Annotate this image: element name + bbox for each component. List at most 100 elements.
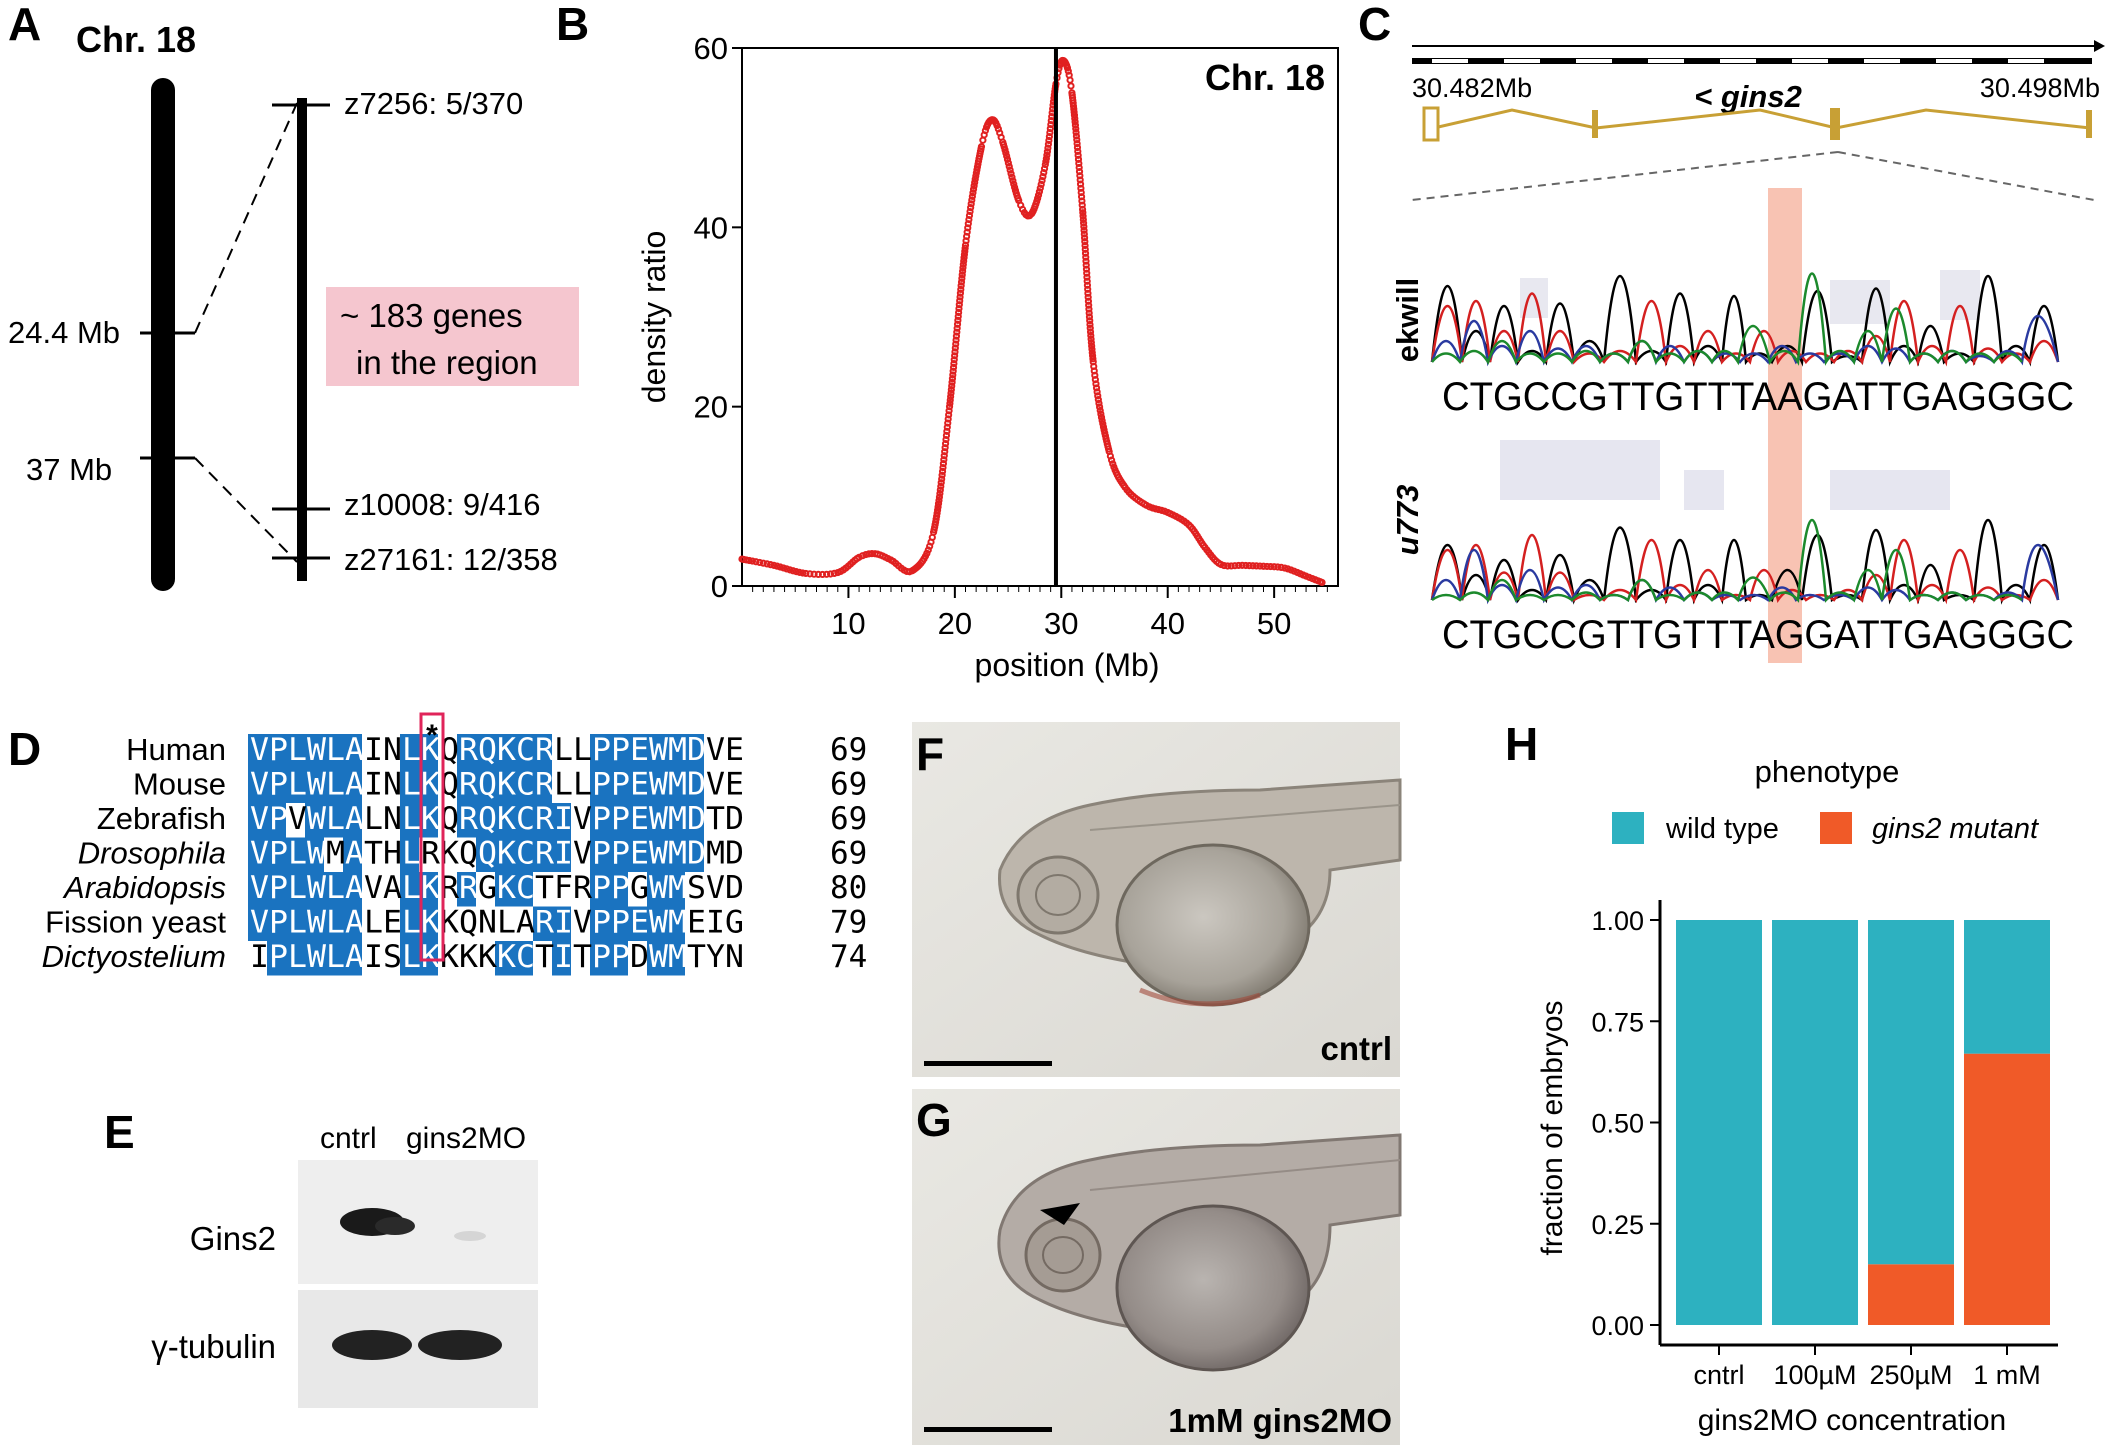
scale-bar-f	[924, 1061, 1052, 1066]
protein-sequence: VPVWLALNLKQRQKCRIVPPEWMDTD	[250, 801, 744, 837]
conserved-residue	[533, 906, 552, 941]
data-point	[1009, 177, 1017, 185]
embryo-g	[997, 1133, 1402, 1372]
species-label: Human	[126, 732, 226, 767]
x-tick-label-b: 20	[938, 606, 972, 641]
conserved-residue	[590, 872, 609, 907]
data-point	[959, 264, 967, 272]
protein-sequence: VPLWLALELKKQNLARIVPPEWMEIG	[250, 905, 744, 941]
x-tick-label-h: 100µM	[1773, 1360, 1856, 1390]
conserved-residue	[267, 734, 286, 769]
data-point	[806, 570, 814, 578]
band-tubulin-mo	[418, 1330, 502, 1360]
conserved-residue	[514, 734, 533, 769]
data-point	[1085, 301, 1093, 309]
data-point	[1084, 285, 1092, 293]
conserved-residue	[495, 803, 514, 838]
data-point	[1034, 191, 1043, 199]
data-point	[969, 189, 977, 197]
data-point	[1072, 125, 1080, 133]
x-axis-ticks-h: cntrl 100µM 250µM 1 mM	[1693, 1345, 2041, 1390]
conserved-residue	[495, 941, 514, 976]
conserved-residue	[305, 837, 324, 872]
genes-highlight-box	[326, 287, 579, 386]
data-point	[971, 178, 979, 187]
zoom-line-bottom	[194, 457, 298, 563]
data-point	[1084, 293, 1092, 301]
data-point	[968, 192, 976, 200]
data-point	[938, 475, 946, 483]
conserved-residue	[286, 906, 305, 941]
data-point	[949, 371, 957, 379]
conserved-residue	[457, 768, 476, 803]
conserved-residue	[305, 768, 324, 803]
data-point	[1085, 305, 1093, 313]
conserved-residue	[324, 941, 343, 976]
conserved-residue	[590, 803, 609, 838]
data-point	[1035, 188, 1044, 196]
data-point	[1036, 184, 1044, 192]
conserved-residue	[343, 837, 362, 872]
x-axis-label-b: position (Mb)	[975, 647, 1160, 683]
data-point	[1086, 320, 1094, 329]
data-point	[1003, 152, 1011, 160]
data-point	[945, 407, 953, 415]
data-point	[942, 431, 951, 440]
marker-z27161: z27161: 12/358	[344, 542, 558, 577]
conserved-residue	[305, 734, 324, 769]
data-point	[1084, 289, 1092, 297]
data-point	[1070, 108, 1078, 116]
conserved-residue	[666, 734, 685, 769]
conserved-residue	[647, 768, 666, 803]
mutation-star: *	[426, 719, 438, 752]
conserved-residue	[476, 837, 495, 872]
data-point	[1086, 324, 1094, 332]
data-point	[1074, 155, 1083, 163]
data-point	[1072, 128, 1080, 136]
data-point	[954, 312, 962, 321]
species-label: Arabidopsis	[62, 870, 226, 905]
residue-number: 74	[830, 939, 867, 975]
conserved-residue	[647, 734, 666, 769]
condition-label-g: 1mM gins2MO	[1168, 1402, 1392, 1439]
data-point	[1010, 180, 1018, 188]
protein-sequence: VPLWLAINLKQRQKCRLLPPEWMDVE	[250, 767, 744, 803]
data-point	[1070, 111, 1079, 119]
data-point	[1045, 132, 1053, 141]
data-point	[1277, 563, 1285, 571]
conserved-residue	[419, 803, 438, 838]
data-point	[1039, 173, 1047, 181]
data-point	[938, 471, 946, 479]
data-point	[1080, 230, 1088, 238]
position-24-4mb: 24.4 Mb	[8, 315, 120, 350]
data-point	[1238, 561, 1246, 569]
residue-number: 79	[830, 905, 867, 941]
x-minor-ticks-b	[752, 586, 1328, 592]
conserved-residue	[628, 768, 647, 803]
x-tick-label-h: cntrl	[1693, 1360, 1744, 1390]
data-point	[943, 427, 951, 435]
zoom-line-top	[194, 102, 298, 334]
data-point	[756, 558, 764, 567]
species-label: Zebrafish	[97, 801, 226, 836]
data-point	[1083, 269, 1091, 277]
data-point	[1078, 205, 1087, 213]
data-point	[1043, 151, 1051, 159]
conserved-residue	[514, 803, 533, 838]
data-point	[933, 509, 941, 517]
data-point	[1002, 149, 1010, 157]
conserved-residue	[305, 803, 324, 838]
data-point	[1008, 173, 1016, 181]
data-point	[770, 561, 778, 569]
data-point	[1082, 265, 1091, 273]
conserved-residue	[324, 734, 343, 769]
data-point	[1263, 562, 1271, 571]
y-axis-ticks-h: 0.00 0.25 0.50 0.75 1.00	[1591, 906, 1660, 1341]
legend-label-wildtype: wild type	[1665, 813, 1779, 845]
conserved-residue	[685, 768, 704, 803]
x-tick-label-b: 40	[1150, 606, 1184, 641]
sample-label-u773: u773	[1390, 485, 1425, 556]
conserved-residue	[324, 906, 343, 941]
species-label: Drosophila	[78, 836, 226, 871]
